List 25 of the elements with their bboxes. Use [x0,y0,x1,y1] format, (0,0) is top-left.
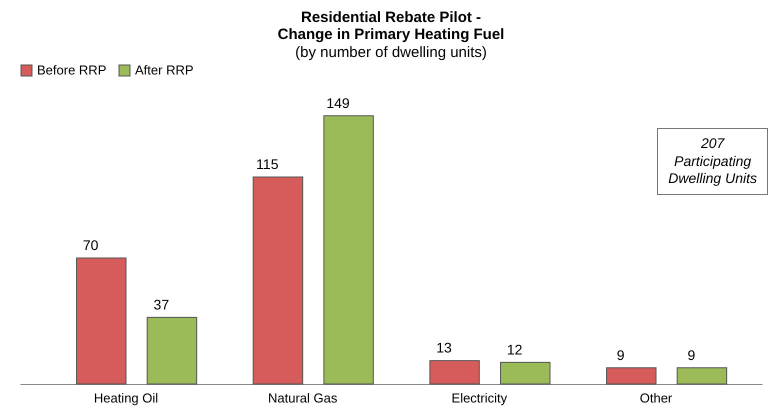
chart-title: Residential Rebate Pilot - Change in Primary Heating Fuel [278,9,504,43]
x-tick-label: Other [640,390,673,406]
bar [146,316,198,384]
data-label: 9 [687,346,696,363]
legend-label: Before RRP [37,62,106,78]
data-label: 70 [82,237,99,253]
data-label: 12 [506,341,523,358]
annotation: 207 Participating Dwelling Units [657,128,768,194]
x-tick-label: Heating Oil [94,390,158,406]
bar [323,115,374,384]
bar [429,360,480,384]
chart-subtitle: (by number of dwelling units) [295,44,487,61]
data-label: 37 [154,296,170,312]
data-label: 13 [436,340,452,356]
data-label: 149 [326,94,350,111]
data-label: 115 [256,156,279,172]
bar [606,367,656,384]
x-tick-label: Electricity [452,390,508,406]
bar [252,176,304,384]
legend-label: After RRP [135,62,194,78]
data-label: 9 [616,346,625,363]
bar [500,362,550,384]
x-tick-label: Natural Gas [268,390,338,406]
bar [76,258,126,384]
bar [676,367,728,384]
